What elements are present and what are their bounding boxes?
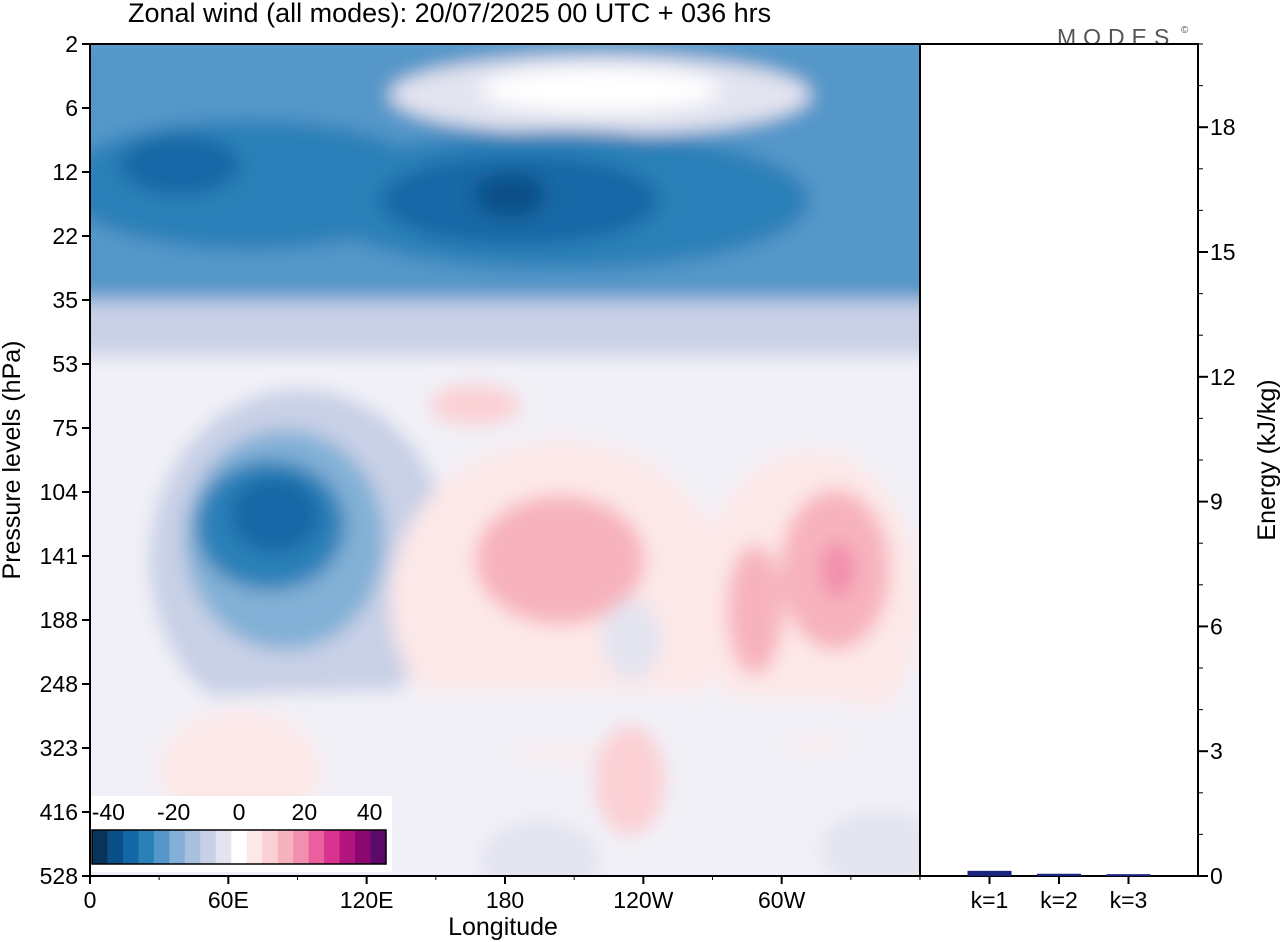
colorbar-swatch	[215, 830, 232, 864]
energy-category-label: k=2	[1040, 887, 1078, 913]
transition-band	[90, 300, 920, 355]
y-tick-label: 528	[40, 863, 78, 889]
y-tick-label: 2	[65, 31, 78, 57]
colorbar-swatch	[246, 830, 263, 864]
energy-axis: 0 3 6 9 12 15 18	[1198, 43, 1236, 889]
colorbar-swatch	[308, 830, 325, 864]
y-tick-label: 75	[52, 415, 78, 441]
y-tick-label: 416	[40, 799, 78, 825]
colorbar-swatch	[138, 830, 155, 864]
colorbar-swatch	[339, 830, 356, 864]
energy-tick-label: 6	[1210, 613, 1223, 639]
colorbar-swatch	[200, 830, 217, 864]
low-easterly-core	[230, 477, 320, 553]
colorbar-tick-label: -20	[157, 799, 190, 825]
westerly-c-core	[727, 545, 783, 675]
jet-west-core	[120, 135, 240, 195]
x-tick-label: 120E	[340, 887, 394, 913]
surface-easterly-b	[820, 810, 920, 876]
energy-tick-label: 18	[1210, 114, 1236, 140]
x-tick-label: 180	[486, 887, 524, 913]
energy-panel-frame	[919, 43, 1199, 877]
colorbar-tick-label: 0	[233, 799, 246, 825]
weak-easterly-pocket	[602, 600, 662, 680]
westerly-a-top	[430, 385, 520, 425]
y-tick-label: 35	[52, 287, 78, 313]
x-tick-label: 0	[84, 887, 97, 913]
longitude-axis: 0 60E 120E 180 120W 60W	[84, 876, 921, 913]
y-tick-label: 6	[65, 95, 78, 121]
colorbar-swatch	[277, 830, 294, 864]
colorbar-swatch	[184, 830, 201, 864]
zonal-wind-field	[90, 44, 920, 876]
chart-title: Zonal wind (all modes): 20/07/2025 00 UT…	[128, 0, 771, 28]
colorbar-swatch	[153, 830, 170, 864]
energy-tick-label: 0	[1210, 863, 1223, 889]
y-tick-label: 22	[52, 223, 78, 249]
x-tick-label: 60E	[208, 887, 249, 913]
x-axis-label: Longitude	[448, 913, 558, 941]
energy-tick-label: 3	[1210, 738, 1223, 764]
y-tick-label: 104	[40, 479, 79, 505]
colorbar-swatch	[92, 830, 108, 864]
y-tick-label: 12	[52, 159, 78, 185]
energy-bars: k=1 k=2 k=3	[967, 870, 1151, 913]
lower-neutral-band	[90, 690, 920, 750]
colorbar-swatch	[122, 830, 139, 864]
westerly-b-core	[820, 542, 856, 598]
energy-tick-label: 12	[1210, 364, 1236, 390]
colorbar-swatch	[107, 830, 124, 864]
westerly-d	[595, 725, 665, 835]
colorbar-tick-label: -40	[92, 799, 125, 825]
energy-bar	[1037, 873, 1081, 876]
upper-weak-core	[480, 68, 720, 112]
pressure-axis: 2 6 12 22 35 53 75 104 141 188 248 323 416 528	[40, 31, 90, 889]
x-tick-label: 120W	[613, 887, 673, 913]
colorbar-swatch	[324, 830, 341, 864]
colorbar-tick-label: 20	[292, 799, 318, 825]
colorbar-swatch	[262, 830, 279, 864]
logo-copyright-mark: ©	[1181, 25, 1189, 36]
energy-bar	[1106, 874, 1151, 877]
colorbar: -40 -20 0 20 40	[90, 796, 392, 872]
colorbar-tick-label: 40	[357, 799, 383, 825]
energy-bar	[967, 870, 1012, 876]
colorbar-outline	[91, 829, 387, 865]
modes-logo: MODES	[1057, 24, 1176, 50]
y-tick-label: 53	[52, 351, 78, 377]
colorbar-swatch	[169, 830, 186, 864]
jet-east-max	[475, 173, 545, 217]
y-tick-label: 188	[40, 607, 78, 633]
energy-axis-label: Energy (kJ/kg)	[1253, 379, 1280, 540]
x-tick-label: 60W	[758, 887, 806, 913]
energy-category-label: k=3	[1110, 887, 1148, 913]
surface-easterly-a	[480, 820, 600, 876]
y-axis-label: Pressure levels (hPa)	[0, 341, 26, 580]
colorbar-swatch	[355, 830, 372, 864]
energy-category-label: k=1	[971, 887, 1009, 913]
colorbar-swatch	[231, 830, 248, 864]
y-tick-label: 141	[40, 543, 78, 569]
colorbar-swatch	[293, 830, 310, 864]
energy-tick-label: 15	[1210, 239, 1236, 265]
colorbar-swatch	[370, 830, 387, 864]
westerly-a-core	[475, 495, 645, 625]
y-tick-label: 323	[40, 735, 78, 761]
y-tick-label: 248	[40, 671, 78, 697]
energy-tick-label: 9	[1210, 489, 1223, 515]
